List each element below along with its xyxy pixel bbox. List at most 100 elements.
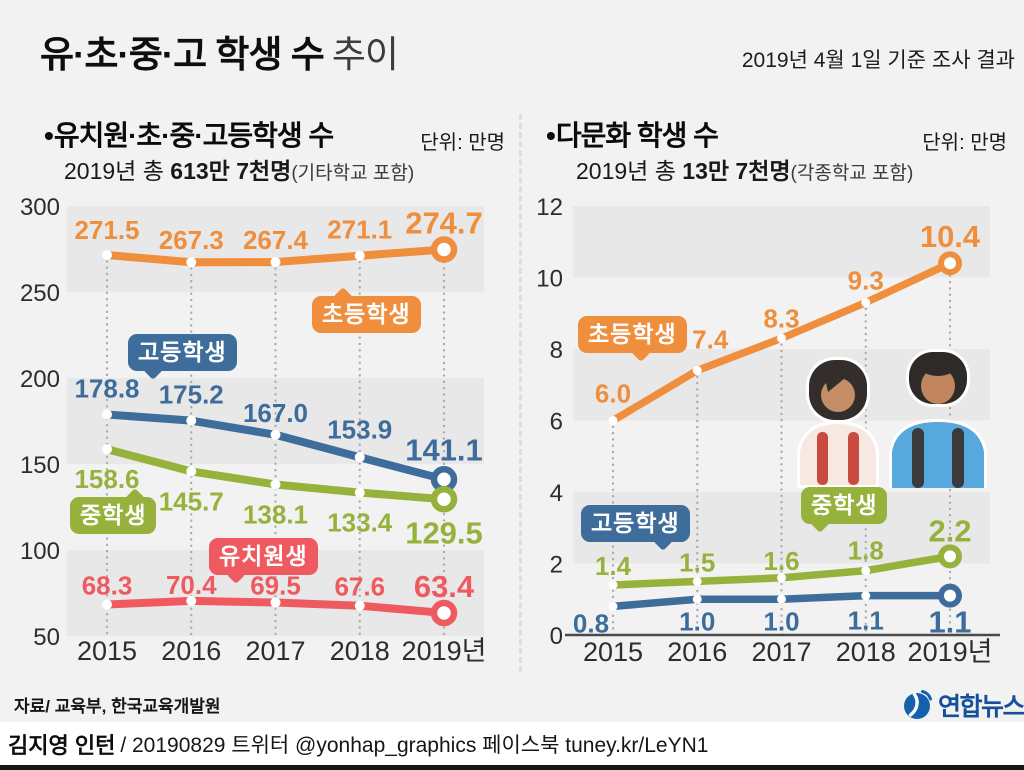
data-point-elementary (777, 333, 786, 343)
girl-student-illustration (797, 357, 879, 488)
grid-band (67, 378, 484, 464)
page-title-sub: 추이 (331, 34, 399, 75)
value-label-high-school: 178.8 (74, 373, 139, 403)
value-label-high-school: 167.0 (243, 398, 308, 428)
data-point-middle-school (777, 573, 786, 583)
y-tick-label: 50 (33, 624, 60, 651)
right-subtitle-strong: 13만 7천명 (675, 158, 791, 184)
x-category-label: 2015 (583, 637, 643, 667)
callout-left-kindergarten: 유치원생 (209, 538, 318, 585)
end-marker-high-school (938, 583, 962, 608)
value-label-high-school: 141.1 (405, 432, 483, 467)
end-marker-kindergarten (430, 599, 458, 627)
y-tick-label: 250 (20, 280, 60, 307)
data-point-high-school (270, 429, 281, 440)
all-students-chart: 300 250 200 150 100 50 2015 2016 2017 2018 2019년 27… (20, 194, 487, 666)
right-chart-unit: 단위: 만명 (922, 132, 1007, 154)
value-label-kindergarten: 70.4 (166, 570, 217, 600)
value-label-elementary: 8.3 (763, 303, 799, 333)
value-label-high-school: 1.1 (928, 605, 971, 640)
y-tick-label: 4 (550, 480, 563, 507)
right-subtitle-note: (각종학교 포함) (790, 163, 914, 184)
x-category-label: 2018 (836, 637, 896, 667)
credit-author: 김지영 인턴 (8, 732, 116, 758)
yonhap-logo: 연합뉴스 (901, 687, 1024, 723)
data-point-middle-school (861, 566, 871, 576)
data-point-elementary (102, 250, 112, 261)
value-label-elementary: 271.1 (327, 215, 392, 245)
data-point-middle-school (270, 479, 281, 490)
y-tick-label: 150 (20, 452, 60, 479)
data-point-high-school (186, 415, 197, 426)
data-point-middle-school (692, 576, 702, 586)
page-title-main: 유·초·중·고 학생 수 (40, 34, 325, 75)
data-point-high-school (777, 594, 786, 604)
end-marker-middle-school (430, 486, 458, 513)
right-chart-title: •다문화 학생 수 (546, 114, 719, 154)
value-label-elementary: 6.0 (595, 379, 631, 409)
value-label-high-school: 153.9 (327, 414, 392, 444)
data-point-elementary (608, 416, 618, 425)
value-label-middle-school: 1.4 (595, 551, 632, 581)
credit-bar: 김지영 인턴 / 20190829 트위터 @yonhap_graphics 페… (0, 722, 1024, 770)
y-tick-label: 2 (550, 552, 563, 579)
y-tick-label: 12 (536, 194, 563, 221)
y-tick-label: 8 (550, 337, 563, 364)
credit-contacts: / 20190829 트위터 @yonhap_graphics 페이스북 tun… (120, 733, 709, 757)
callout-right-high: 고등학생 (581, 505, 690, 552)
value-label-middle-school: 1.8 (848, 536, 884, 566)
left-subtitle-strong: 613만 7천명 (163, 158, 292, 184)
value-label-high-school: 1.0 (679, 606, 715, 636)
x-category-label: 2016 (161, 636, 221, 666)
data-point-middle-school (354, 487, 365, 498)
x-category-label: 2017 (751, 637, 811, 667)
children-illustration (797, 349, 987, 488)
left-subtitle-note: (기타학교 포함) (291, 163, 415, 184)
x-category-label: 2017 (245, 636, 305, 666)
value-label-high-school: 1.0 (763, 606, 799, 636)
right-subtitle-pre: 2019년 총 (576, 158, 676, 184)
value-label-elementary: 271.5 (74, 215, 139, 245)
bullet-icon: • (546, 120, 556, 151)
x-category-label: 2016 (667, 637, 727, 667)
data-point-kindergarten (354, 600, 365, 611)
end-marker-middle-school (938, 544, 962, 569)
data-point-elementary (861, 298, 871, 308)
callout-left-high: 고등학생 (128, 334, 237, 381)
data-point-elementary (186, 257, 197, 268)
data-point-kindergarten (270, 597, 281, 608)
yonhap-globe-icon (904, 690, 932, 719)
end-marker-elementary (430, 236, 458, 263)
value-label-elementary: 10.4 (920, 219, 981, 254)
survey-date-note: 2019년 4월 1일 기준 조사 결과 (741, 49, 1015, 72)
end-marker-elementary (938, 251, 962, 276)
value-label-elementary: 7.4 (692, 324, 729, 354)
panel-divider (519, 114, 522, 672)
left-chart-subtitle: 2019년 총 613만 7천명(기타학교 포함) (64, 152, 414, 186)
x-category-label: 2019년 (908, 637, 993, 667)
data-point-high-school (354, 452, 365, 463)
left-chart-title-text: 유치원·초·중·고등학생 수 (53, 120, 334, 151)
data-point-elementary (692, 365, 702, 375)
data-source: 자료/ 교육부, 한국교육개발원 (14, 697, 221, 716)
data-point-high-school (861, 591, 871, 601)
value-label-kindergarten: 63.4 (414, 569, 475, 604)
value-label-kindergarten: 69.5 (250, 570, 301, 600)
x-category-label: 2015 (77, 636, 137, 666)
value-label-middle-school: 133.4 (327, 508, 393, 538)
value-label-middle-school: 158.6 (74, 464, 139, 494)
left-chart-unit: 단위: 만명 (420, 132, 505, 154)
value-label-middle-school: 2.2 (928, 513, 971, 548)
value-label-elementary: 267.3 (159, 225, 224, 255)
value-label-elementary: 9.3 (848, 266, 884, 296)
data-point-kindergarten (186, 595, 197, 606)
y-tick-label: 200 (20, 366, 60, 393)
page-title: 유·초·중·고 학생 수 추이 (40, 24, 399, 78)
value-label-kindergarten: 68.3 (82, 571, 133, 601)
value-label-elementary: 274.7 (405, 206, 483, 241)
yonhap-logo-text: 연합뉴스 (938, 693, 1024, 721)
bullet-icon: • (44, 120, 54, 151)
data-point-high-school (102, 409, 112, 420)
callout-right-middle: 중학생 (801, 487, 888, 534)
